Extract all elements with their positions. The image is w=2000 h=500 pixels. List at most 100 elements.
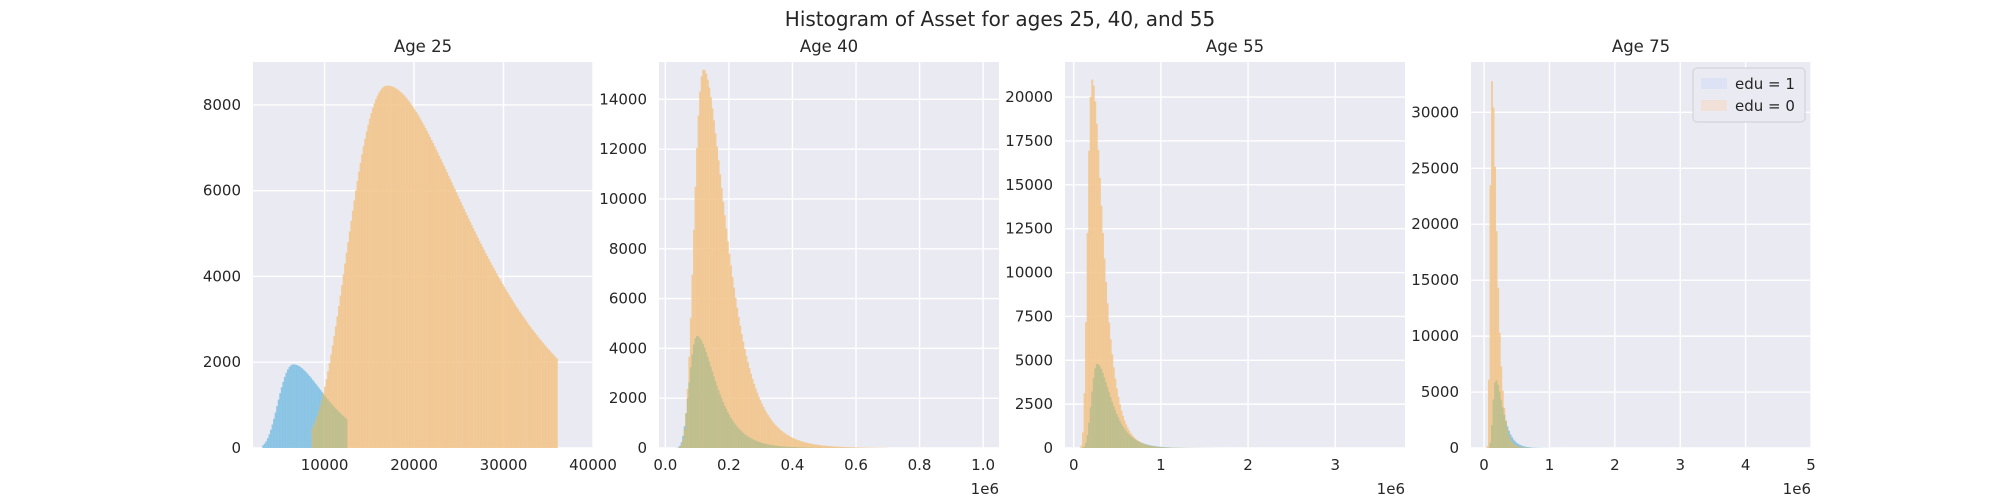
bar-edu-1: [1512, 439, 1515, 444]
bar-edu-1: [294, 364, 297, 448]
bar-edu-0: [359, 162, 362, 448]
bar-overlap: [1511, 441, 1514, 448]
bar-edu-0: [1097, 149, 1100, 448]
bar-overlap: [333, 406, 336, 448]
bar-edu-1: [270, 429, 272, 448]
bar-edu-0: [395, 88, 398, 448]
bar-edu-0: [416, 114, 419, 448]
bar-overlap: [713, 376, 715, 448]
bar-overlap: [1091, 391, 1094, 448]
bar-edu-1: [279, 393, 282, 448]
bar-edu-1: [1523, 446, 1526, 448]
panel-title: Age 40: [800, 37, 858, 56]
bar-edu-0: [429, 136, 432, 448]
legend-swatch: [1701, 78, 1727, 89]
bar-edu-0: [819, 445, 822, 448]
plot-area: [1065, 62, 1405, 448]
bar-overlap: [1129, 435, 1132, 448]
bar-edu-0: [446, 172, 449, 448]
bar-edu-0: [358, 171, 360, 448]
y-tick-label: 30000: [1411, 103, 1459, 121]
bar-edu-0: [1095, 123, 1098, 448]
bar-edu-0: [512, 302, 515, 448]
bar-overlap: [725, 408, 728, 448]
bar-overlap: [774, 445, 777, 448]
legend-label: edu = 0: [1735, 97, 1795, 115]
bar-edu-0: [514, 304, 517, 448]
bar-edu-0: [705, 73, 708, 448]
bar-edu-0: [540, 340, 543, 448]
bar-overlap: [1517, 446, 1520, 448]
bar-edu-0: [555, 358, 558, 448]
bar-edu-0: [1106, 303, 1109, 448]
bar-overlap: [798, 447, 800, 448]
bar-edu-0: [330, 354, 333, 448]
bar-overlap: [710, 366, 712, 448]
bar-edu-0: [827, 446, 830, 448]
y-tick-label: 5000: [1421, 383, 1459, 401]
bar-edu-0: [406, 98, 408, 448]
bar-edu-0: [545, 346, 547, 448]
bar-edu-0: [549, 351, 552, 448]
bar-edu-0: [423, 125, 425, 448]
bar-overlap: [1123, 428, 1126, 448]
bar-overlap: [1498, 391, 1501, 448]
bar-edu-0: [457, 195, 459, 448]
bar-edu-1: [1518, 444, 1521, 447]
bar-overlap: [694, 338, 697, 448]
bar-edu-0: [367, 124, 370, 448]
bar-edu-0: [407, 100, 410, 448]
bar-edu-1: [1515, 442, 1518, 446]
bar-edu-0: [355, 190, 357, 448]
y-tick-label: 15000: [1411, 271, 1459, 289]
bar-edu-0: [489, 261, 492, 448]
bar-overlap: [1108, 392, 1111, 448]
bar-edu-0: [765, 412, 768, 448]
bar-edu-1: [266, 438, 269, 448]
bar-edu-0: [372, 107, 374, 448]
bar-edu-0: [531, 329, 534, 448]
x-tick-label: 0.6: [844, 456, 868, 474]
bar-edu-0: [521, 316, 524, 448]
plot-area: [1471, 62, 1811, 448]
bar-overlap: [322, 393, 325, 448]
bar-edu-0: [1085, 322, 1087, 448]
bar-edu-0: [509, 297, 512, 448]
bar-overlap: [782, 446, 785, 448]
bar-overlap: [1094, 368, 1097, 448]
bar-edu-0: [787, 435, 790, 448]
bar-edu-0: [829, 446, 831, 448]
bar-overlap: [739, 429, 742, 448]
bar-overlap: [1086, 435, 1089, 448]
bar-edu-0: [855, 447, 858, 448]
bar-overlap: [740, 431, 743, 448]
bar-overlap: [682, 439, 685, 448]
y-tick-label: 12000: [599, 140, 647, 158]
y-tick-label: 20000: [1411, 215, 1459, 233]
bar-overlap: [1102, 372, 1104, 448]
bar-overlap: [1148, 445, 1151, 448]
bar-edu-0: [745, 355, 748, 448]
bar-edu-0: [723, 215, 726, 448]
bar-edu-0: [331, 345, 334, 448]
bar-edu-0: [379, 90, 382, 448]
bar-edu-0: [517, 309, 520, 448]
bar-edu-1: [317, 387, 320, 412]
bar-edu-0: [750, 373, 753, 448]
bar-overlap: [683, 429, 686, 448]
bar-edu-0: [773, 423, 776, 448]
bar-overlap: [723, 405, 726, 448]
bar-edu-0: [484, 253, 487, 448]
bar-edu-1: [296, 365, 299, 448]
bar-overlap: [1089, 407, 1092, 448]
bar-edu-0: [714, 133, 717, 448]
bar-edu-0: [1094, 101, 1097, 448]
bar-edu-1: [274, 412, 277, 448]
bar-overlap: [1133, 438, 1135, 448]
bar-overlap: [1085, 442, 1087, 448]
bar-edu-0: [784, 433, 787, 448]
bar-edu-1: [283, 376, 286, 448]
y-tick-label: 6000: [203, 182, 241, 200]
bar-edu-0: [438, 155, 441, 448]
x-tick-label: 40000: [569, 456, 617, 474]
